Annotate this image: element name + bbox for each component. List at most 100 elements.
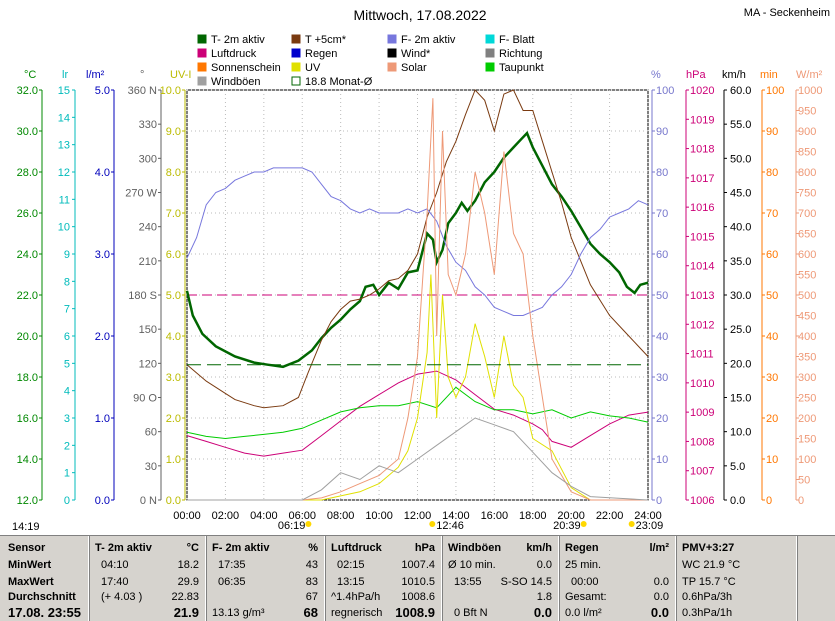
footer-pmv-header: PMV+3:27 [682, 542, 735, 554]
footer-rain-total: 0.0 [653, 591, 669, 603]
footer-pmv-windchill: WC 21.9 °C [682, 559, 741, 571]
x-tick-label: 18:00 [519, 510, 547, 522]
dir-tick-label: 90 O [133, 393, 157, 405]
legend-label: T- 2m aktiv [211, 34, 265, 46]
solar-tick-label: 850 [798, 147, 816, 159]
footer-press-header: Luftdruck [331, 542, 382, 554]
temp-tick-label: 22.0 [17, 290, 38, 302]
footer-temp-delta: (+ 4.03 ) [101, 591, 143, 603]
sunmin-tick-label: 50 [766, 290, 778, 302]
solar-tick-label: 350 [798, 352, 816, 364]
sunmin-tick-label: 100 [766, 85, 784, 97]
footer-row-current: 17.08. 23:55 [8, 605, 82, 620]
series-luftdruck [186, 370, 649, 457]
leaf-tick-label: 6 [64, 331, 70, 343]
legend-label: Richtung [499, 48, 542, 60]
sun-noon-time: 12:46 [436, 520, 464, 532]
sunmin-tick-label: 80 [766, 167, 778, 179]
x-tick-label: 24:00 [634, 510, 662, 522]
footer-rain-current: 0.0 [650, 605, 669, 620]
wind-tick-label: 50.0 [730, 153, 751, 165]
footer-temp-min-time: 04:10 [101, 559, 129, 571]
series-uv [187, 274, 648, 501]
wind-tick-label: 5.0 [730, 461, 745, 473]
x-tick-label: 22:00 [596, 510, 624, 522]
dir-tick-label: 270 W [125, 188, 157, 200]
series-solar [187, 98, 648, 501]
leaf-tick-label: 15 [58, 85, 70, 97]
leaf-tick-label: 9 [64, 249, 70, 261]
dir-tick-label: 330 [139, 119, 157, 131]
leaf-tick-label: 8 [64, 276, 70, 288]
dir-tick-label: 180 S [128, 290, 157, 302]
footer-row-avg: Durchschnitt [8, 591, 76, 603]
dir-axis-unit: ° [140, 69, 144, 81]
solar-tick-label: 250 [798, 393, 816, 405]
leaf-tick-label: 13 [58, 140, 70, 152]
legend-swatch [291, 48, 301, 58]
x-tick-label: 16:00 [481, 510, 509, 522]
footer-press-forecast: regnerisch [331, 607, 383, 619]
x-tick-label: 10:00 [365, 510, 393, 522]
footer-col-temp: T- 2m aktiv °C 04:10 18.2 17:40 29.9 (+ … [89, 536, 206, 621]
footer-col-sensor: Sensor MinWert MaxWert Durchschnitt 17.0… [0, 536, 89, 621]
uv-tick-label: 7.0 [166, 208, 181, 220]
leaf-tick-label: 5 [64, 358, 70, 370]
press-tick-label: 1016 [690, 202, 714, 214]
leaf-axis-unit: lr [62, 69, 68, 81]
footer-rain-header: Regen [565, 542, 599, 554]
footer-rain-time: 00:00 [571, 576, 599, 588]
dir-tick-label: 120 [139, 358, 157, 370]
footer-rain-max: 0.0 [653, 576, 669, 588]
rain-tick-label: 1.0 [95, 413, 110, 425]
footer-wind-unit: km/h [526, 542, 552, 554]
footer-press-max-time: 13:15 [337, 576, 365, 588]
footer-press-unit: hPa [414, 542, 435, 554]
press-tick-label: 1009 [690, 407, 714, 419]
wind-tick-label: 30.0 [730, 290, 751, 302]
series-lines [185, 89, 649, 501]
legend-label: 18.8 Monat-Ø [305, 76, 373, 88]
legend-label: Luftdruck [211, 48, 257, 60]
footer-sensor-header: Sensor [8, 542, 46, 554]
leaf-tick-label: 14 [58, 112, 70, 124]
footer-hum-current: 68 [303, 605, 318, 620]
footer-pmv-dewpoint: TP 15.7 °C [682, 576, 736, 588]
wind-tick-label: 15.0 [730, 393, 751, 405]
solar-tick-label: 600 [798, 249, 816, 261]
wind-tick-label: 0.0 [730, 495, 745, 507]
press-tick-label: 1011 [690, 349, 714, 361]
temp-tick-label: 12.0 [17, 495, 38, 507]
wind-tick-label: 10.0 [730, 427, 751, 439]
dir-tick-label: 60 [145, 427, 157, 439]
uv-tick-label: 9.0 [166, 126, 181, 138]
rain-tick-label: 4.0 [95, 167, 110, 179]
footer-col-pmv: PMV+3:27 WC 21.9 °C TP 15.7 °C 0.6hPa/3h… [676, 536, 797, 621]
temp-axis-unit: °C [24, 69, 36, 81]
dir-tick-label: 300 [139, 153, 157, 165]
sun-end-time: 23:09 [636, 520, 664, 532]
sunmin-tick-label: 90 [766, 126, 778, 138]
legend-label: T +5cm* [305, 34, 347, 46]
temp-tick-label: 28.0 [17, 167, 38, 179]
leaf-tick-label: 3 [64, 413, 70, 425]
hum-tick-label: 20 [656, 413, 668, 425]
leaf-tick-label: 4 [64, 386, 70, 398]
sun-noon-icon [429, 521, 436, 527]
press-tick-label: 1007 [690, 466, 714, 478]
solar-tick-label: 700 [798, 208, 816, 220]
uv-tick-label: 6.0 [166, 249, 181, 261]
hum-tick-label: 80 [656, 167, 668, 179]
sun-end-icon [628, 521, 635, 527]
footer-hum-avg: 67 [305, 591, 318, 603]
uv-tick-label: 0.0 [166, 495, 181, 507]
sunmin-tick-label: 0 [766, 495, 772, 507]
sunmin-tick-label: 70 [766, 208, 778, 220]
footer-row-min: MinWert [8, 559, 52, 571]
legend: T- 2m aktiv T +5cm* F- 2m aktiv F- Blatt Luf… [197, 34, 544, 88]
footer-rain-unit: l/m² [649, 542, 669, 554]
dir-tick-label: 210 [139, 256, 157, 268]
temp-tick-label: 26.0 [17, 208, 38, 220]
hum-tick-label: 0 [656, 495, 662, 507]
x-tick-label: 00:00 [173, 510, 201, 522]
